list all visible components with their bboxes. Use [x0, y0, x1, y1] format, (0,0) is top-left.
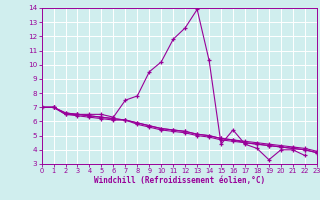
X-axis label: Windchill (Refroidissement éolien,°C): Windchill (Refroidissement éolien,°C)	[94, 176, 265, 185]
